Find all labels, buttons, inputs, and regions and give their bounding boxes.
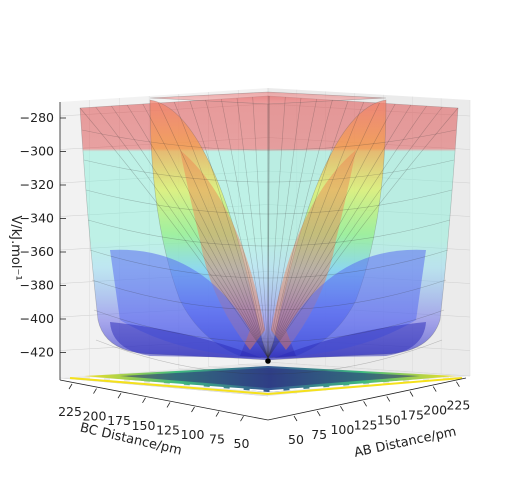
bc-tick-label: 75 — [209, 432, 225, 447]
bc-tick-label: 225 — [58, 404, 82, 419]
bc-tick-label: 150 — [132, 418, 156, 433]
bc-tick-label: 200 — [83, 409, 107, 424]
bc-axis-ticks: 225 200 175 150 125 100 75 50 — [58, 383, 250, 451]
ab-tick-label: 225 — [446, 398, 470, 413]
ab-tick-label: 50 — [288, 432, 304, 447]
z-tick-label: −280 — [20, 110, 54, 125]
bc-tick-label: 50 — [234, 436, 250, 451]
ab-tick-label: 75 — [311, 427, 327, 442]
bc-tick-label: 100 — [181, 427, 205, 442]
z-axis-ticks: −280 −300 −320 −340 −360 −380 −400 −420 — [20, 110, 66, 360]
z-tick-label: −400 — [20, 311, 54, 326]
ab-tick-label: 100 — [330, 422, 354, 437]
minimum-point-marker — [265, 358, 271, 364]
ab-tick-label: 125 — [354, 417, 378, 432]
z-tick-label: −380 — [20, 278, 54, 293]
z-axis-label: V/kJ.mol⁻¹ — [8, 215, 23, 280]
ab-tick-label: 150 — [377, 412, 401, 427]
potential-surface — [79, 91, 459, 375]
ab-tick-label: 175 — [400, 408, 424, 423]
ab-axis-ticks: 50 75 100 125 150 175 200 225 — [288, 381, 470, 447]
z-tick-label: −360 — [20, 244, 54, 259]
ab-tick-label: 200 — [423, 403, 447, 418]
z-tick-label: −320 — [20, 177, 54, 192]
bc-tick-label: 175 — [107, 413, 131, 428]
z-tick-label: −340 — [20, 211, 54, 226]
bc-tick-label: 125 — [156, 422, 180, 437]
z-tick-label: −300 — [20, 144, 54, 159]
z-tick-label: −420 — [20, 345, 54, 360]
floor-contour — [69, 366, 463, 396]
